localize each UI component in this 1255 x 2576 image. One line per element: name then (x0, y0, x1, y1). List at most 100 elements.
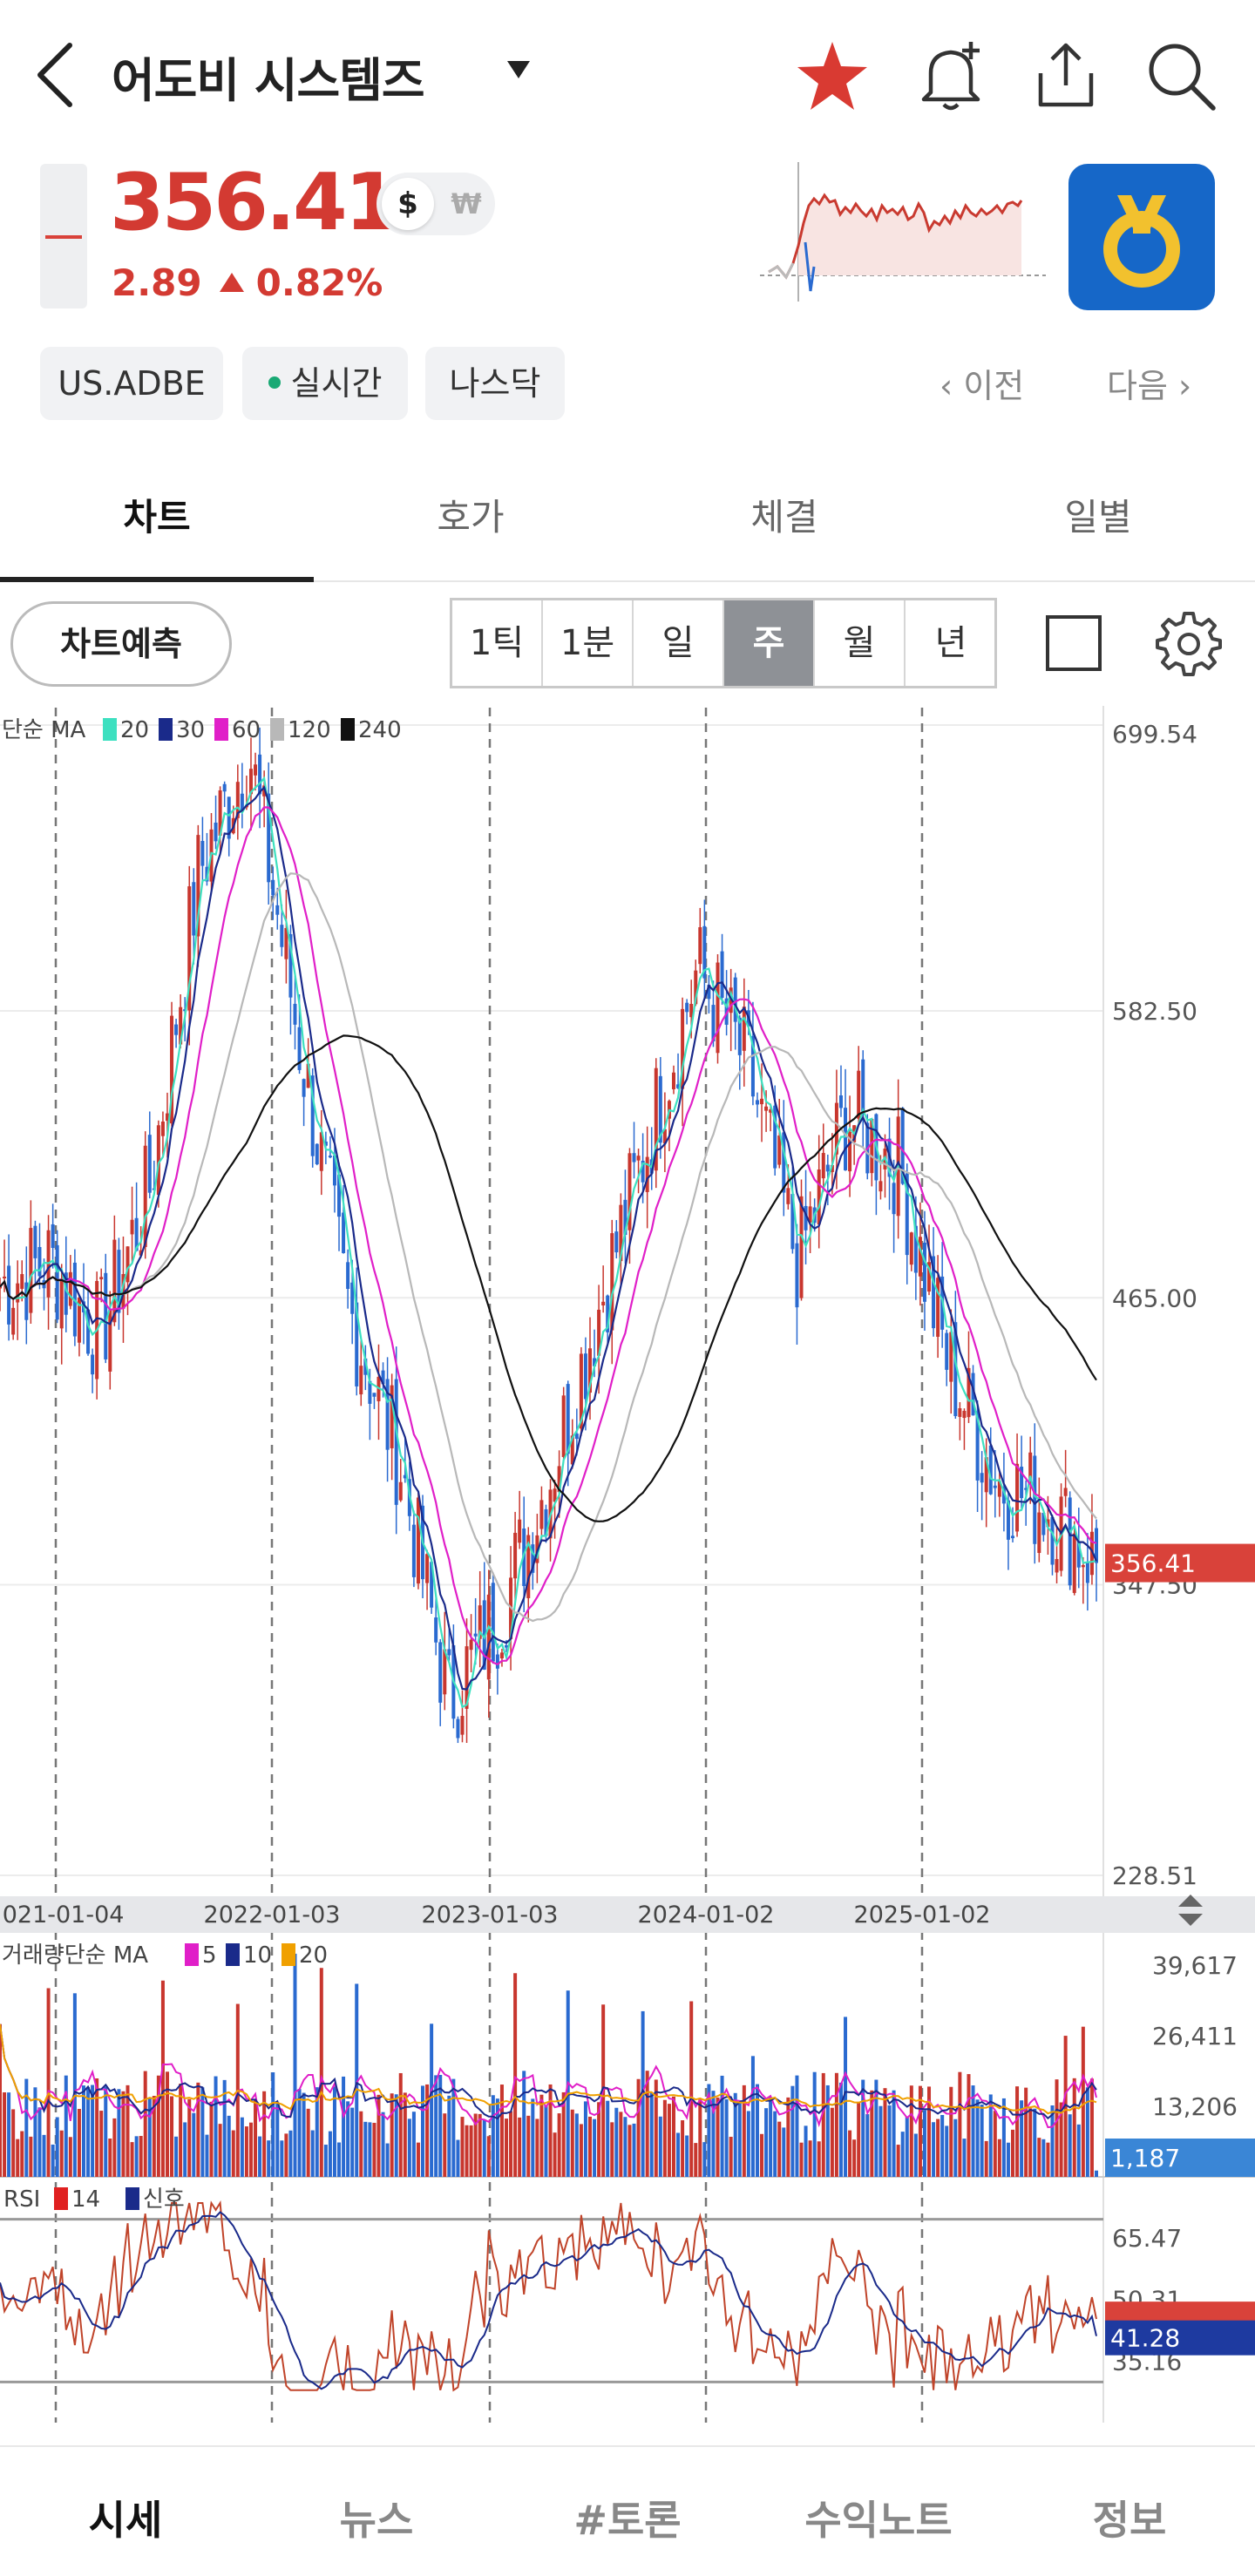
next-stock-link[interactable]: 다음 › (1107, 367, 1192, 405)
tab-daily[interactable]: 일별 (1064, 496, 1132, 539)
volume-bar (363, 2121, 368, 2177)
volume-bar (394, 2094, 398, 2177)
star-icon[interactable] (795, 38, 870, 113)
candle (623, 1199, 628, 1236)
volume-bar (1068, 2114, 1072, 2177)
volume-bar (733, 2092, 737, 2177)
ticker-chip[interactable]: US.ADBE (40, 347, 223, 420)
price-change: 2.89 0.82% (112, 261, 383, 304)
volume-bar (411, 2112, 416, 2177)
candle (671, 1072, 675, 1089)
candle (218, 790, 222, 836)
volume-bar (152, 2096, 156, 2177)
candle (372, 1393, 376, 1397)
candle (505, 1644, 509, 1648)
tab-chart[interactable]: 차트 (123, 496, 191, 539)
currency-toggle[interactable]: $ ₩ (376, 173, 495, 235)
stock-name[interactable]: 어도비 시스템즈 (112, 53, 425, 108)
volume-bar (1081, 2026, 1085, 2177)
ma-legend-swatch (103, 718, 117, 741)
volume-bar (971, 2085, 975, 2177)
volume-bar (892, 2090, 896, 2177)
currency-usd[interactable]: $ (382, 178, 434, 230)
gear-icon[interactable] (1156, 610, 1222, 676)
bell-add-icon[interactable] (913, 38, 988, 113)
volume-bar (183, 2122, 187, 2177)
volume-bar (548, 2084, 553, 2177)
period-day[interactable]: 일 (634, 600, 724, 686)
volume-bar (579, 2124, 583, 2177)
volume-bar (29, 2136, 33, 2177)
volume-bar (861, 2079, 865, 2177)
nav-discussion[interactable]: #토론 (573, 2497, 682, 2544)
candle (698, 927, 702, 965)
volume-bar (1028, 2108, 1033, 2177)
currency-krw[interactable]: ₩ (451, 187, 482, 220)
realtime-chip[interactable]: 실시간 (242, 347, 408, 420)
tab-trades[interactable]: 체결 (750, 496, 818, 539)
volume-bar (244, 2126, 248, 2177)
candle (91, 1354, 95, 1375)
volume-bar (1076, 2124, 1081, 2177)
nav-profit-note[interactable]: 수익노트 (804, 2497, 953, 2544)
stock-chart[interactable]: 단순 MA 20 30 60 120 240 699.54582.50465.00347.5… (0, 706, 1255, 2449)
volume-bar (764, 2108, 769, 2177)
candle (77, 1298, 81, 1343)
volume-bar (769, 2097, 773, 2177)
period-1min[interactable]: 1분 (543, 600, 634, 686)
candle (447, 1649, 451, 1656)
candle (139, 1250, 143, 1256)
volume-bar (676, 2132, 681, 2177)
volume-bar (443, 2113, 447, 2177)
period-year[interactable]: 년 (934, 623, 967, 663)
volume-bar (104, 2086, 108, 2177)
volume-bar (112, 2118, 117, 2177)
nav-quote[interactable]: 시세 (88, 2497, 163, 2544)
chart-predict-button[interactable]: 차트예측 (10, 601, 232, 687)
candle (200, 840, 205, 866)
current-price-tag (1105, 1543, 1255, 1583)
candle (130, 1219, 134, 1235)
candle (905, 1173, 909, 1256)
period-selector: 1틱 1분 일 주 월 년 (450, 598, 997, 688)
period-week[interactable]: 주 (724, 600, 815, 686)
exchange-chip[interactable]: 나스닥 (425, 347, 565, 420)
volume-bar (0, 2024, 2, 2177)
rsi-line (0, 2200, 1097, 2392)
volume-bar (636, 2078, 641, 2177)
candle (398, 1481, 403, 1501)
volume-bar (91, 2085, 95, 2177)
candle (469, 1639, 473, 1651)
search-icon[interactable] (1143, 38, 1218, 113)
candle (37, 1246, 42, 1277)
candle (1024, 1488, 1028, 1490)
nav-news[interactable]: 뉴스 (339, 2497, 414, 2544)
volume-bar (1011, 2129, 1015, 2177)
candle (192, 882, 196, 936)
candle (1033, 1455, 1037, 1544)
volume-bar (403, 2092, 407, 2177)
volume-bar (883, 2088, 887, 2177)
volume-bar (936, 2118, 940, 2177)
candle (544, 1508, 548, 1536)
volume-bar (526, 2115, 531, 2177)
period-month[interactable]: 월 (815, 600, 906, 686)
candle (271, 879, 275, 896)
nav-info[interactable]: 정보 (1092, 2497, 1167, 2544)
period-1tick[interactable]: 1틱 (452, 600, 543, 686)
candle (918, 1237, 922, 1277)
tab-orderbook[interactable]: 호가 (437, 496, 505, 539)
volume-bar (302, 2092, 306, 2177)
volume-bar (654, 2079, 658, 2177)
ma-line-240 (0, 1034, 1097, 1522)
volume-bar (196, 2082, 200, 2177)
back-icon[interactable] (33, 40, 77, 110)
volume-bar (614, 2107, 619, 2177)
chevron-down-icon[interactable] (507, 61, 530, 78)
share-icon[interactable] (1028, 38, 1103, 113)
drawing-tool-button[interactable] (1046, 615, 1102, 671)
prev-stock-link[interactable]: ‹ 이전 (940, 367, 1025, 405)
volume-bar (597, 2102, 601, 2177)
candle (284, 927, 288, 959)
candle (574, 1434, 579, 1440)
